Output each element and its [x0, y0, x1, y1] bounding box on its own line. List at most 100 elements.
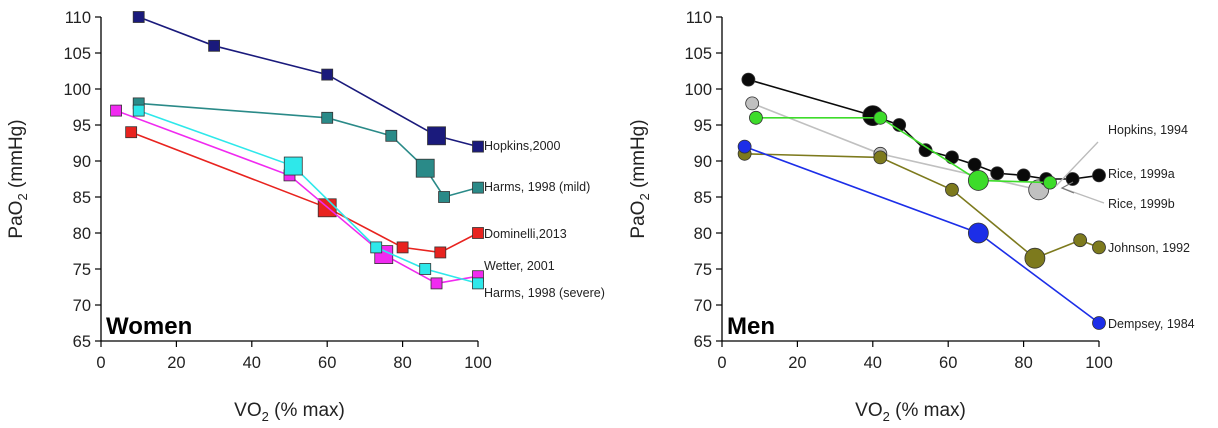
y-axis-label: PaO2 (mmHg): [6, 119, 30, 238]
panel-men: 65 70 75 80 85 90 95 100 105 110 0 20 40 60 80 100 VO2 (…: [628, 9, 1195, 424]
data-point: [321, 111, 334, 124]
data-point: [1016, 168, 1031, 183]
y-tick-label: 65: [73, 333, 91, 351]
panel-women: 65 70 75 80 85 90 95 100 105 110 0 20 40 60 80 100 VO2 (…: [6, 9, 605, 424]
y-tick-label: 95: [73, 117, 91, 135]
x-tick-label: 80: [1014, 354, 1032, 372]
data-point: [472, 181, 484, 194]
y-tick-label: 80: [73, 225, 91, 243]
data-point: [321, 68, 334, 81]
series-label: Harms, 1998 (mild): [484, 180, 590, 194]
y-tick-label: 100: [684, 81, 712, 99]
data-point: [472, 277, 484, 290]
data-point: [873, 110, 888, 125]
series-hopkins-1994: Hopkins, 1994: [745, 96, 1188, 201]
data-point: [419, 263, 432, 275]
series-label: Dominelli,2013: [484, 227, 567, 241]
data-point: [967, 170, 989, 191]
series-rice-1999b: Rice, 1999b: [749, 110, 1175, 211]
series-line: [130, 131, 479, 254]
series-label: Dempsey, 1984: [1108, 317, 1195, 331]
x-tick-label: 100: [1085, 354, 1113, 372]
x-tick-label: 80: [393, 354, 411, 372]
data-point: [1043, 175, 1057, 190]
data-point: [427, 126, 446, 146]
y-tick-label: 90: [694, 153, 712, 171]
series-line: [138, 109, 479, 285]
panel-label: Men: [727, 313, 775, 340]
x-tick-label: 40: [243, 354, 261, 372]
y-tick-label: 70: [694, 297, 712, 315]
data-point: [749, 110, 763, 125]
data-point: [1092, 240, 1106, 255]
data-point: [1024, 247, 1046, 269]
data-point: [990, 166, 1005, 181]
data-point: [737, 139, 752, 154]
series-harms-1998-severe: Harms, 1998 (severe): [132, 104, 605, 300]
series-label: Rice, 1999a: [1108, 167, 1175, 181]
data-point: [110, 104, 122, 117]
series-label: Wetter, 2001: [484, 259, 555, 273]
y-tick-label: 100: [63, 81, 91, 99]
series-hopkins-2000: Hopkins,2000: [132, 11, 560, 153]
data-point: [1092, 168, 1106, 183]
y-tick-label: 105: [684, 45, 712, 63]
series-label: Hopkins, 1994: [1108, 123, 1188, 137]
x-axis-label: VO2 (% max): [855, 400, 966, 424]
y-tick-label: 110: [65, 9, 91, 27]
data-point: [415, 158, 435, 178]
y-tick-label: 75: [694, 261, 712, 279]
data-point: [945, 182, 959, 197]
y-tick-label: 95: [694, 117, 712, 135]
y-tick-label: 75: [73, 261, 91, 279]
x-tick-label: 100: [464, 354, 492, 372]
data-point: [1092, 316, 1106, 330]
label-leader-line: [1055, 141, 1099, 187]
y-tick-label: 65: [694, 333, 712, 351]
series-johnson-1992: Johnson, 1992: [737, 146, 1190, 269]
panel-label: Women: [106, 313, 192, 340]
data-point: [1073, 233, 1088, 248]
series-label: Rice, 1999b: [1108, 197, 1175, 211]
data-point: [873, 150, 888, 165]
series-dempsey-1984: Dempsey, 1984: [737, 139, 1195, 331]
data-point: [125, 126, 138, 139]
x-tick-label: 40: [864, 354, 882, 372]
y-tick-label: 110: [686, 9, 712, 27]
data-point: [430, 277, 443, 290]
data-point: [945, 150, 959, 165]
x-tick-label: 20: [167, 354, 185, 372]
data-point: [472, 227, 484, 239]
data-point: [967, 222, 989, 244]
x-tick-label: 60: [318, 354, 336, 372]
x-tick-label: 20: [788, 354, 806, 372]
series-label: Hopkins,2000: [484, 139, 560, 153]
data-point: [208, 39, 221, 52]
data-point: [438, 191, 450, 203]
series-line: [755, 117, 1051, 184]
data-point: [745, 96, 760, 111]
x-tick-label: 0: [96, 354, 105, 372]
series-line: [138, 102, 479, 198]
y-tick-label: 85: [694, 189, 712, 207]
y-tick-label: 80: [694, 225, 712, 243]
data-point: [741, 72, 756, 87]
data-point: [132, 104, 145, 117]
series-label: Johnson, 1992: [1108, 241, 1190, 255]
x-axis-label: VO2 (% max): [234, 400, 345, 424]
data-point: [434, 246, 447, 259]
x-tick-label: 0: [717, 354, 726, 372]
data-point: [472, 140, 484, 153]
data-point: [132, 11, 145, 23]
y-tick-label: 105: [63, 45, 91, 63]
y-tick-label: 85: [73, 189, 91, 207]
series-label: Harms, 1998 (severe): [484, 286, 605, 300]
y-tick-label: 70: [73, 297, 91, 315]
y-tick-label: 90: [73, 153, 91, 171]
data-point: [1065, 172, 1080, 186]
series-line: [138, 16, 479, 148]
y-axis-label: PaO2 (mmHg): [628, 119, 652, 238]
data-point: [283, 156, 303, 176]
data-point: [385, 129, 398, 142]
